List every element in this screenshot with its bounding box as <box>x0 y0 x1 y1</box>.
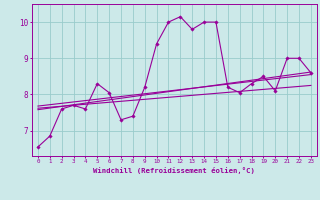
X-axis label: Windchill (Refroidissement éolien,°C): Windchill (Refroidissement éolien,°C) <box>93 167 255 174</box>
